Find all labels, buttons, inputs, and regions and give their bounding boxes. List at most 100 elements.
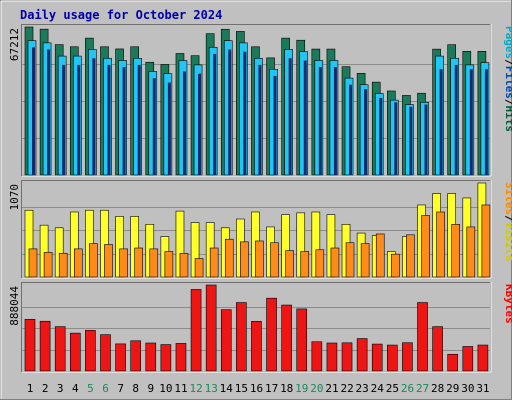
x-tick-label: 21	[325, 382, 338, 395]
bar-kbytes	[175, 343, 187, 372]
bar-kbytes	[281, 304, 292, 372]
bar-sites	[134, 247, 143, 278]
x-tick-label: 22	[340, 382, 353, 395]
bar-kbytes	[160, 344, 172, 372]
bar-sites	[255, 240, 264, 278]
panel-3-ymax-label: 888044	[8, 286, 21, 326]
bar-files	[484, 69, 488, 175]
bar-sites	[89, 243, 98, 278]
x-tick-label: 5	[87, 382, 94, 395]
bar-kbytes	[326, 342, 338, 372]
bar-files	[394, 102, 398, 175]
bar-files	[182, 71, 186, 175]
bar-files	[439, 69, 443, 175]
bar-files	[107, 64, 111, 175]
bar-kbytes	[130, 340, 141, 372]
bar-files	[198, 73, 202, 175]
bar-sites	[28, 248, 38, 278]
bar-kbytes	[220, 309, 232, 372]
bar-files	[213, 53, 217, 176]
x-tick-label: 14	[220, 382, 234, 395]
x-tick-label: 11	[174, 382, 187, 395]
bar-files	[288, 58, 292, 176]
x-tick-label: 23	[356, 382, 369, 395]
bar-files	[273, 75, 277, 175]
bar-kbytes	[402, 342, 413, 372]
x-tick-label: 7	[117, 382, 124, 395]
bar-sites	[224, 238, 234, 278]
bar-files	[258, 64, 262, 175]
x-tick-label: 19	[295, 382, 308, 395]
legend-files: Files	[503, 66, 512, 99]
x-tick-label: 18	[280, 382, 293, 395]
bar-kbytes	[371, 343, 383, 372]
bar-sites	[43, 252, 53, 278]
x-tick-label: 15	[235, 382, 248, 395]
legend-sites: Sites	[503, 182, 512, 215]
bar-sites	[58, 252, 68, 278]
bar-files	[303, 60, 307, 175]
bar-sites	[209, 247, 219, 278]
bar-files	[167, 82, 171, 175]
bar-sites	[345, 242, 355, 278]
panel-1-legend: Pages/Files/Hits	[503, 26, 512, 132]
bar-files	[152, 78, 156, 175]
bar-kbytes	[477, 344, 489, 372]
bar-kbytes	[447, 353, 459, 372]
x-tick-label: 10	[159, 382, 172, 395]
bar-sites	[375, 233, 385, 278]
bar-sites	[270, 242, 279, 278]
bar-files	[243, 51, 247, 175]
x-tick-label: 20	[310, 382, 323, 395]
bar-sites	[240, 241, 249, 278]
bar-files	[47, 49, 51, 176]
bar-kbytes	[236, 302, 247, 372]
bar-kbytes	[311, 341, 323, 372]
bar-files	[228, 49, 232, 176]
legend-separator: /	[503, 59, 512, 66]
bar-files	[409, 106, 413, 175]
x-tick-label: 2	[42, 382, 49, 395]
bar-kbytes	[39, 320, 51, 372]
bar-kbytes	[205, 284, 217, 372]
bar-kbytes	[266, 297, 277, 372]
bar-kbytes	[417, 302, 428, 372]
bar-sites	[119, 248, 128, 278]
bar-kbytes	[190, 289, 202, 372]
x-tick-label: 16	[250, 382, 263, 395]
bar-kbytes	[432, 326, 443, 372]
panel-3-legend: KBytes	[503, 284, 512, 324]
bar-sites	[300, 251, 310, 278]
bar-kbytes	[115, 343, 126, 372]
panel-2-ymax-label: 1070	[8, 184, 21, 211]
x-tick-label: 6	[102, 382, 109, 395]
bar-kbytes	[145, 342, 157, 372]
bar-files	[349, 84, 353, 175]
bar-sites	[391, 253, 400, 278]
x-tick-label: 29	[446, 382, 459, 395]
bar-files	[454, 64, 458, 175]
x-tick-label: 17	[265, 382, 278, 395]
bar-kbytes	[69, 332, 81, 372]
bar-files	[32, 47, 35, 175]
bar-sites	[194, 258, 204, 278]
bar-sites	[73, 248, 83, 278]
bar-sites	[164, 251, 174, 278]
bar-kbytes	[462, 346, 474, 372]
legend-kbytes: KBytes	[503, 284, 512, 324]
x-tick-label: 27	[416, 382, 429, 395]
panel-2-legend: Sites/Visits	[503, 182, 512, 262]
bar-kbytes	[296, 308, 308, 372]
x-tick-label: 13	[205, 382, 218, 395]
bar-sites	[149, 248, 159, 278]
x-tick-label: 1	[27, 382, 34, 395]
x-tick-label: 24	[371, 382, 385, 395]
bar-sites	[104, 244, 113, 278]
bar-files	[469, 69, 473, 175]
legend-hits: Hits	[503, 106, 512, 133]
bar-kbytes	[356, 338, 368, 372]
bar-sites	[330, 247, 340, 278]
bar-kbytes	[24, 318, 36, 372]
x-tick-label: 8	[132, 382, 139, 395]
